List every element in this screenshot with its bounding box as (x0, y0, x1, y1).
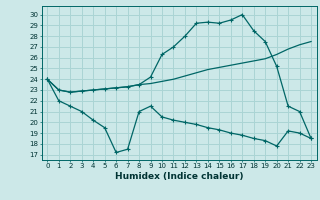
X-axis label: Humidex (Indice chaleur): Humidex (Indice chaleur) (115, 172, 244, 181)
